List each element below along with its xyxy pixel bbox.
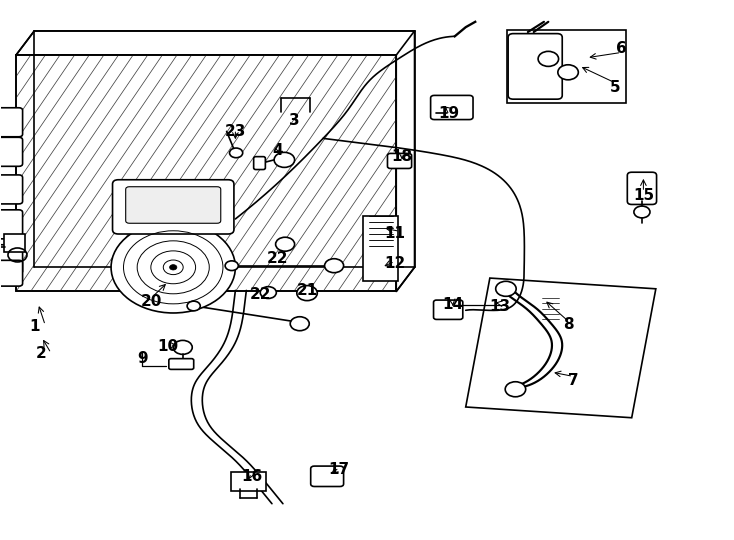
Circle shape: [297, 286, 317, 301]
FancyBboxPatch shape: [434, 300, 463, 320]
FancyBboxPatch shape: [388, 153, 412, 168]
Text: 13: 13: [490, 299, 511, 314]
Circle shape: [111, 221, 236, 313]
FancyBboxPatch shape: [363, 217, 399, 281]
Text: 3: 3: [288, 113, 299, 128]
Text: 21: 21: [297, 283, 318, 298]
Text: 7: 7: [568, 373, 578, 388]
Polygon shape: [16, 55, 396, 292]
Text: 2: 2: [36, 346, 47, 361]
Text: 19: 19: [438, 106, 459, 120]
Circle shape: [324, 259, 344, 273]
Text: 4: 4: [272, 143, 283, 158]
Text: 12: 12: [384, 256, 405, 271]
Circle shape: [170, 265, 177, 270]
Text: 20: 20: [141, 294, 162, 309]
FancyBboxPatch shape: [628, 172, 657, 205]
FancyBboxPatch shape: [0, 137, 23, 166]
Text: 23: 23: [225, 124, 246, 139]
FancyBboxPatch shape: [506, 30, 626, 103]
Text: 17: 17: [329, 462, 350, 477]
FancyBboxPatch shape: [0, 210, 23, 239]
FancyBboxPatch shape: [0, 260, 23, 286]
FancyBboxPatch shape: [310, 466, 344, 487]
Circle shape: [225, 261, 239, 271]
Circle shape: [230, 148, 243, 158]
Text: 10: 10: [158, 339, 178, 354]
FancyBboxPatch shape: [169, 359, 194, 369]
Circle shape: [505, 382, 526, 397]
Text: 5: 5: [610, 80, 621, 95]
FancyBboxPatch shape: [254, 157, 266, 170]
Text: 22: 22: [267, 251, 288, 266]
Text: 8: 8: [563, 318, 573, 332]
Circle shape: [261, 287, 276, 299]
Circle shape: [538, 51, 559, 66]
Text: 14: 14: [442, 298, 463, 313]
FancyBboxPatch shape: [231, 472, 266, 491]
Circle shape: [634, 206, 650, 218]
Text: 15: 15: [633, 188, 654, 204]
Circle shape: [558, 65, 578, 80]
Circle shape: [173, 340, 192, 354]
FancyBboxPatch shape: [0, 108, 23, 137]
FancyBboxPatch shape: [0, 245, 23, 274]
FancyBboxPatch shape: [126, 187, 221, 223]
FancyBboxPatch shape: [431, 96, 473, 119]
Text: 6: 6: [616, 41, 627, 56]
FancyBboxPatch shape: [0, 175, 23, 204]
Text: 11: 11: [385, 226, 405, 241]
Text: 1: 1: [29, 319, 40, 334]
Circle shape: [187, 301, 200, 311]
Text: 18: 18: [391, 148, 413, 164]
FancyBboxPatch shape: [4, 234, 25, 252]
Circle shape: [275, 237, 294, 251]
Circle shape: [274, 152, 294, 167]
Text: 9: 9: [137, 351, 148, 366]
Circle shape: [495, 281, 516, 296]
Text: 22: 22: [250, 287, 272, 302]
FancyBboxPatch shape: [112, 180, 234, 234]
Text: 16: 16: [241, 469, 262, 484]
FancyBboxPatch shape: [508, 33, 562, 99]
Circle shape: [290, 317, 309, 330]
